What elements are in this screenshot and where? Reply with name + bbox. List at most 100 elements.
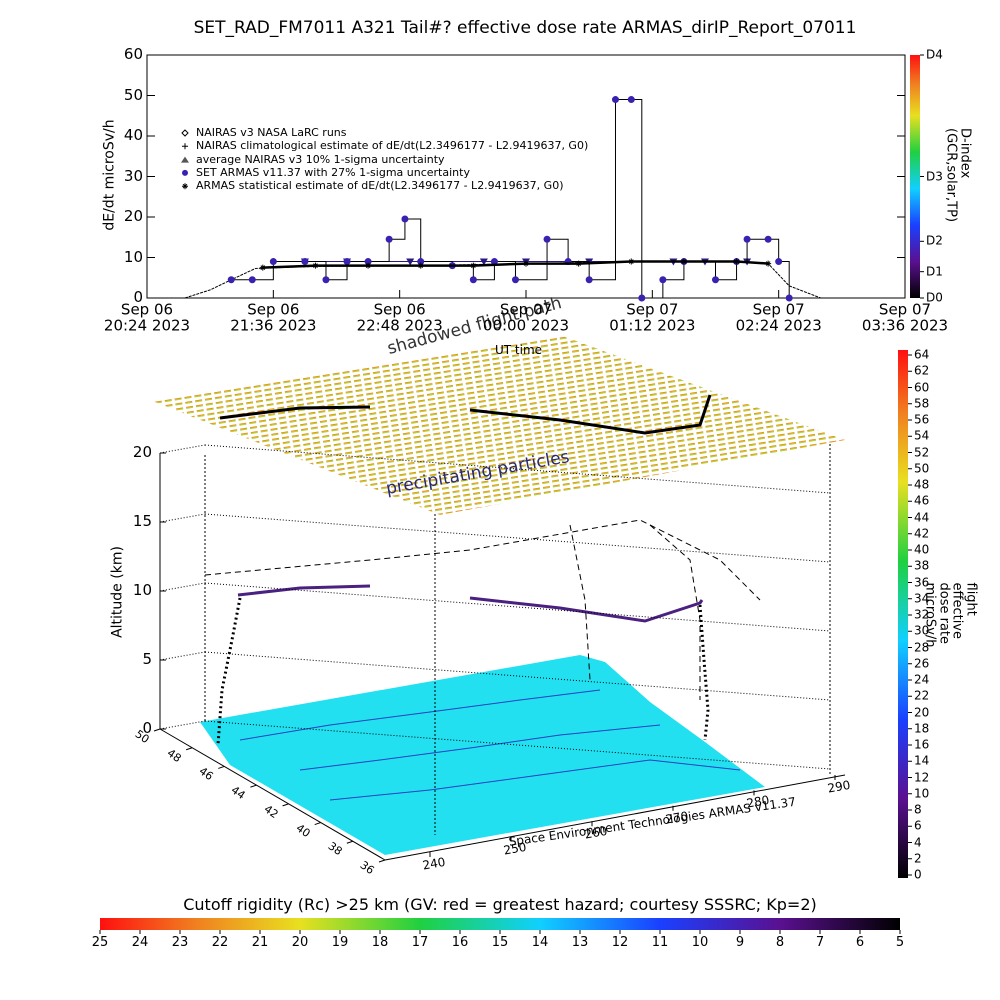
data-point <box>659 276 667 284</box>
data-point <box>680 258 687 265</box>
data-point <box>785 294 793 302</box>
data-point <box>712 276 719 284</box>
data-point <box>490 258 498 266</box>
legend-entry: average NAIRAS v3 10% 1-sigma uncertaint… <box>196 152 445 166</box>
dose-colorbar-label: flight effective dose rate microSv/h <box>922 582 979 648</box>
colorbar-tick-label: 8 <box>775 935 785 951</box>
data-point <box>543 235 551 243</box>
colorbar-tick-label: 38 <box>914 558 930 573</box>
colorbar-tick-label: 5 <box>895 935 905 951</box>
colorbar-tick-label: 18 <box>371 935 389 951</box>
colorbar-tick-label: D2 <box>926 234 943 248</box>
colorbar-tick-label: 18 <box>914 721 930 736</box>
data-point <box>343 258 351 266</box>
z-axis-label: Altitude (km) <box>109 546 126 638</box>
grid-line <box>159 582 206 592</box>
flight-path <box>219 405 371 420</box>
colorbar-tick-label: 16 <box>451 935 469 951</box>
data-point <box>401 215 409 223</box>
data-point <box>269 258 277 266</box>
colorbar-tick-label: 14 <box>914 753 930 768</box>
y-tick-label: 60 <box>123 45 143 64</box>
x-axis-label: UT time <box>495 343 543 357</box>
map-border <box>239 689 601 741</box>
x-tick-label: Sep 07 03:36 2023 <box>861 300 949 334</box>
colorbar-tick-label: 22 <box>211 935 229 951</box>
colorbar-tick-label: 54 <box>914 428 930 443</box>
colorbar-tick-label: 30 <box>914 623 930 638</box>
lat-tick <box>314 822 321 826</box>
z-tick-label: 10 <box>132 581 152 600</box>
colorbar-tick-label: 34 <box>914 591 930 606</box>
data-point <box>385 235 393 243</box>
scene <box>150 335 846 861</box>
colorbar-tick-label: 26 <box>914 656 930 671</box>
lat-tick <box>185 747 193 751</box>
data-point <box>479 258 488 266</box>
colorbar-tick-label: 64 <box>914 347 930 362</box>
colorbar-tick-label: 46 <box>914 493 930 508</box>
map-border <box>329 759 741 801</box>
colorbar-tick-label: 24 <box>131 935 149 951</box>
colorbar-tick-label: 12 <box>914 770 930 785</box>
colorbar-tick-label: 10 <box>691 935 709 951</box>
z-tick-label: 5 <box>142 650 152 669</box>
data-point <box>248 276 256 284</box>
colorbar-tick-label: 6 <box>855 935 865 951</box>
colorbar-tick-label: 48 <box>914 477 930 492</box>
y-tick-label: 10 <box>123 247 143 266</box>
descent <box>216 597 242 746</box>
colorbar-tick-label: 11 <box>651 935 669 951</box>
shadow-path <box>204 519 761 601</box>
data-point <box>628 258 635 265</box>
data-point <box>259 264 266 271</box>
colorbar-tick-label: 8 <box>914 802 922 817</box>
grid-line <box>204 720 831 770</box>
colorbar-tick-label: 19 <box>331 935 349 951</box>
data-point <box>470 262 477 269</box>
colorbar-tick-label: 28 <box>914 640 930 655</box>
colorbar-tick-label: 42 <box>914 526 930 541</box>
data-point <box>765 260 772 267</box>
data-point <box>611 96 619 104</box>
legend-symbol <box>182 143 188 150</box>
legend-entry: ARMAS statistical estimate of dE/dt(L2.3… <box>196 179 564 193</box>
colorbar-tick-label: 0 <box>914 867 922 882</box>
flight-path <box>469 394 712 435</box>
colorbar-tick-label: 2 <box>914 851 922 866</box>
map-border <box>299 724 661 771</box>
y-tick-label: 0 <box>133 288 143 307</box>
colorbar-tick-label: 7 <box>815 935 825 951</box>
z-tick-label: 15 <box>132 512 152 531</box>
colorbar-tick-label: 14 <box>531 935 549 951</box>
x-tick-label: Sep 06 22:48 2023 <box>356 300 443 334</box>
colorbar-tick-label: 50 <box>914 461 930 476</box>
lat-axis <box>159 728 386 861</box>
y-tick-label: 40 <box>123 126 143 145</box>
data-point <box>511 276 519 284</box>
dose-plane <box>150 335 845 515</box>
legend-symbol <box>182 183 188 190</box>
colorbar-tick-label: D0 <box>926 290 943 305</box>
data-point <box>733 258 740 265</box>
data-point <box>523 260 529 267</box>
y-tick-label: 20 <box>123 207 143 226</box>
colorbar-tick-label: 16 <box>914 737 930 752</box>
x-tick-label: Sep 07 01:12 2023 <box>609 300 696 334</box>
rigidity-bar <box>100 918 900 930</box>
map <box>200 655 765 855</box>
chart-title: SET_RAD_FM7011 A321 Tail#? effective dos… <box>193 18 857 38</box>
dose-bar <box>898 350 908 878</box>
colorbar-tick-label: 22 <box>914 688 930 703</box>
shadow-path <box>569 524 591 681</box>
legend-entry: NAIRAS v3 NASA LaRC runs <box>196 126 347 140</box>
colorbar-tick-label: 62 <box>914 363 930 378</box>
lat-tick <box>250 784 257 788</box>
data-point <box>301 258 309 266</box>
colorbar-tick-label: D4 <box>926 47 943 62</box>
data-point <box>312 262 319 269</box>
colorbar-tick-label: 20 <box>914 705 930 720</box>
colorbar-tick-label: 44 <box>914 510 930 525</box>
colorbar-tick-label: 24 <box>914 672 930 687</box>
